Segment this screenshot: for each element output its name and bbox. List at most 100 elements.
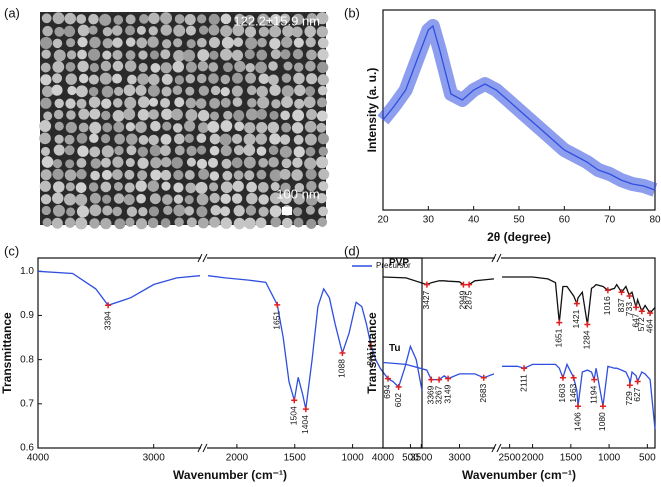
particle: [161, 73, 173, 85]
particle: [147, 217, 159, 229]
particle: [197, 60, 209, 72]
peak-marker: [339, 350, 346, 356]
peak-label: 1284: [582, 330, 592, 349]
particle: [102, 50, 112, 60]
peak-marker: [384, 375, 391, 382]
x-tick-label: 3000: [448, 453, 471, 464]
particle: [231, 49, 244, 61]
particle: [293, 146, 305, 158]
particle: [281, 96, 293, 109]
particle: [137, 109, 150, 121]
particle: [256, 49, 268, 61]
particle: [279, 145, 292, 158]
particle: [124, 182, 135, 193]
x-tick-label: 70: [604, 215, 616, 226]
peak-marker: [105, 302, 112, 309]
peak-label: 2949: [458, 290, 468, 309]
particle: [113, 86, 124, 97]
size-annotation: 122.2±15.9 nm: [233, 13, 320, 28]
particle: [147, 84, 160, 97]
particle: [138, 50, 148, 60]
particle: [114, 133, 125, 145]
x-tick-label: 60: [559, 215, 571, 226]
particle: [40, 74, 52, 86]
particle: [269, 169, 282, 182]
particle: [125, 157, 135, 168]
particle: [317, 217, 328, 227]
particle: [303, 96, 316, 109]
particle: [76, 14, 87, 24]
peak-marker: [556, 319, 563, 326]
x-tick-label: 2000: [521, 453, 544, 464]
particle: [126, 206, 138, 217]
particle: [112, 49, 123, 60]
particle: [269, 110, 279, 120]
particle: [163, 205, 173, 215]
particle: [53, 144, 65, 156]
particle: [306, 218, 317, 230]
particle: [100, 157, 111, 168]
particle: [279, 192, 292, 205]
particle: [305, 168, 317, 180]
particle: [245, 72, 256, 84]
particle: [148, 26, 158, 36]
particle: [185, 182, 197, 194]
particle: [135, 121, 147, 133]
particle: [123, 84, 136, 97]
particle: [112, 73, 123, 84]
particle: [271, 99, 281, 109]
particle: [65, 182, 75, 192]
particle: [76, 205, 90, 218]
particle: [162, 121, 172, 131]
particle: [306, 12, 317, 24]
x-tick-label: 4000: [372, 453, 395, 464]
particle: [220, 74, 231, 85]
particle: [148, 109, 159, 120]
particle: [318, 168, 330, 180]
particle: [281, 73, 292, 83]
particle: [125, 217, 135, 227]
particle: [291, 169, 303, 181]
peak-label: 841: [365, 351, 375, 365]
particle: [305, 205, 315, 215]
particle: [39, 132, 51, 145]
particle: [40, 97, 52, 109]
particle: [102, 38, 113, 49]
particle: [137, 96, 150, 108]
particle: [76, 132, 88, 144]
peak-label: 3394: [102, 311, 112, 330]
particle: [102, 205, 113, 216]
particle: [52, 204, 65, 217]
particle: [173, 204, 186, 217]
scale-bar: [282, 207, 292, 215]
particle: [269, 192, 282, 205]
particle: [161, 181, 171, 191]
particle: [173, 182, 184, 193]
particle: [293, 217, 304, 228]
x-tick-label: 1500: [560, 453, 583, 464]
x-tick-label: 40: [468, 215, 480, 226]
particle: [268, 156, 279, 168]
particle: [316, 12, 329, 25]
particle: [270, 182, 280, 192]
peak-marker: [575, 403, 582, 410]
particle: [232, 24, 245, 37]
particle: [233, 145, 245, 156]
particle: [304, 133, 317, 146]
x-tick-label: 3500: [410, 453, 433, 464]
particle: [41, 13, 52, 24]
particle: [233, 217, 246, 230]
particle: [52, 73, 63, 84]
particle: [174, 145, 185, 156]
y-axis-label: Intensity (a. u.): [365, 68, 379, 153]
particle: [75, 182, 87, 193]
peak-marker: [274, 301, 281, 308]
particle: [255, 217, 267, 229]
particle: [173, 50, 185, 62]
particle: [293, 193, 305, 205]
particle: [40, 169, 52, 181]
particle: [185, 74, 196, 84]
y-axis-label: Transmittance: [365, 312, 379, 394]
particle: [222, 170, 233, 181]
particle: [281, 36, 293, 48]
